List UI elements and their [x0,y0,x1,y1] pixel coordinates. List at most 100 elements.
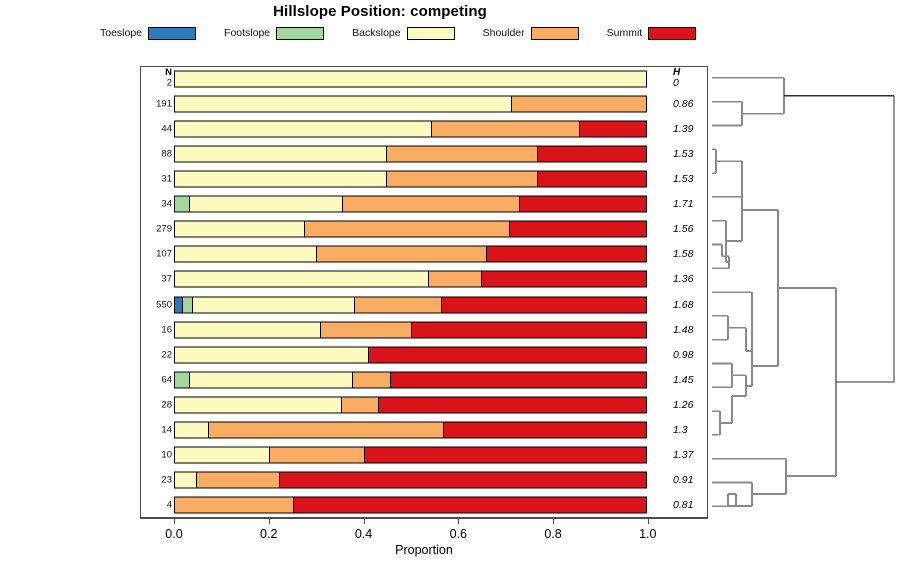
chart-row: MAYVILLE641.45 [140,367,708,392]
bar-segment-summit [367,347,646,363]
chart-row: ROCKFIELD101.37 [140,443,708,468]
bar-segment-summit [480,271,647,287]
stacked-bar[interactable] [174,270,647,288]
x-axis-tick [458,518,460,524]
stacked-bar[interactable] [174,396,647,414]
stacked-bar[interactable] [174,446,647,464]
bar-segment-summit [292,497,646,513]
legend-label: Backslope [352,27,401,39]
bar-segment-summit [441,297,646,313]
chart-row: CADIZ141.3 [140,418,708,443]
n-value: 22 [161,349,172,361]
bar-segment-shoulder [175,497,293,513]
legend-swatch-shoulder [530,26,579,40]
bar-segment-backslope [175,171,387,187]
bar-segment-backslope [175,447,269,463]
bar-segment-backslope [175,397,342,413]
n-value: 14 [161,424,172,436]
stacked-bar[interactable] [174,120,647,138]
bar-segment-summit [443,422,646,438]
n-value: 16 [161,324,172,336]
legend-item-backslope[interactable]: Backslope [352,26,455,40]
x-axis-tick-label: 1.0 [639,527,657,541]
stacked-bar[interactable] [174,70,647,88]
stacked-bar[interactable] [174,496,647,514]
stacked-bar[interactable] [174,245,647,263]
bar-segment-shoulder [511,96,646,112]
bar-segment-backslope [175,422,208,438]
stacked-bar[interactable] [174,371,647,389]
stacked-bar[interactable] [174,195,647,213]
bar-segment-backslope [175,472,197,488]
n-value: 28 [161,399,172,411]
stacked-bar[interactable] [174,346,647,364]
n-value: 191 [156,98,172,110]
legend-item-toeslope[interactable]: Toeslope [100,26,197,40]
x-axis-tick-label: 0.4 [354,527,373,541]
n-value: 4 [166,499,172,511]
legend-item-summit[interactable]: Summit [606,26,697,40]
n-value: 23 [161,474,172,486]
x-axis-tick-label: 0.2 [260,527,278,541]
legend-label: Toeslope [100,27,143,39]
h-value: 1.37 [673,449,694,462]
bar-segment-shoulder [196,472,280,488]
chart-row: INTON441.39 [140,116,708,141]
bar-segment-shoulder [341,397,378,413]
bar-segment-summit [485,246,646,262]
h-value: 1.39 [673,122,694,135]
stacked-bar[interactable] [174,321,647,339]
stacked-bar[interactable] [174,220,647,238]
x-axis-tick [553,518,555,524]
bar-segment-backslope [191,297,354,313]
x-axis-tick [363,518,365,524]
bar-segment-summit [537,171,646,187]
legend-item-shoulder[interactable]: Shoulder [483,26,579,40]
stacked-bar[interactable] [174,170,647,188]
h-value: 1.3 [673,424,688,437]
bar-segment-backslope [175,71,646,87]
chart-row: MINNITH371.36 [140,267,708,292]
n-value: 2 [166,77,172,89]
legend-item-footslope[interactable]: Footslope [224,26,325,40]
legend-label: Footslope [224,27,271,39]
h-value: 1.53 [673,147,694,160]
bar-segment-shoulder [342,196,519,212]
legend-swatch-summit [648,26,697,40]
bar-segment-summit [508,221,646,237]
h-value: 1.68 [673,298,694,311]
stacked-bar[interactable] [174,296,647,314]
x-axis-tick [174,518,175,524]
h-value: 1.58 [673,248,694,261]
h-value: 0.81 [673,499,694,512]
stacked-bar[interactable] [174,95,647,113]
h-value: 0.98 [673,348,694,361]
bar-segment-backslope [175,121,431,137]
legend-label: Summit [606,27,643,39]
bar-segment-shoulder [353,297,442,313]
bar-segment-summit [579,121,646,137]
bar-segment-toeslope [175,297,182,313]
bar-segment-summit [389,372,646,388]
x-axis-tick-label: 0.0 [165,527,183,541]
bar-segment-backslope [175,221,304,237]
x-axis-title: Proportion [395,543,453,557]
h-column-header: H [673,67,681,78]
n-column-header: N [165,67,172,78]
n-value: 279 [156,223,172,235]
bar-segment-backslope [189,372,352,388]
n-value: 44 [161,123,172,135]
bar-segment-shoulder [386,171,538,187]
bar-segment-backslope [189,196,343,212]
x-axis-tick-label: 0.6 [449,527,467,541]
chart-row: REDBUD161.48 [140,317,708,342]
bar-segment-backslope [175,271,429,287]
stacked-bar[interactable] [174,421,647,439]
stacked-bar[interactable] [174,471,647,489]
chart-row: SOMONAUK281.26 [140,392,708,417]
bar-segment-shoulder [428,271,481,287]
bar-segment-summit [537,146,646,162]
bar-segment-backslope [175,146,387,162]
n-value: 107 [156,248,172,260]
stacked-bar[interactable] [174,145,647,163]
